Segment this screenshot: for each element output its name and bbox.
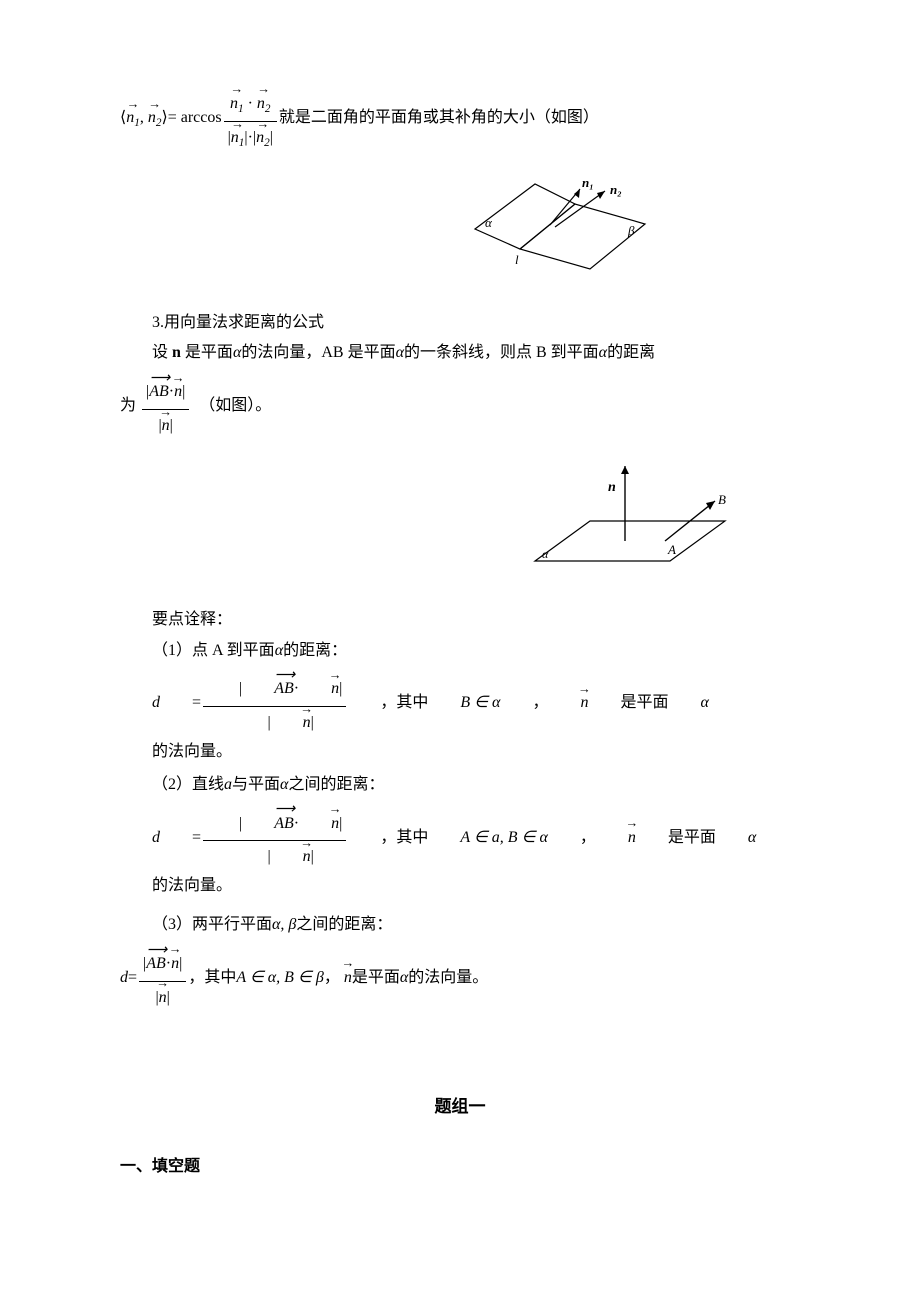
note2-label: （2）直线a与平面α之间的距离： [120,771,800,800]
bold-n: n [172,344,181,361]
n2-sub: 2 [156,117,162,129]
fig1-alpha: α [485,215,493,230]
top-formula-trail: 就是二面角的平面角或其补角的大小（如图） [279,104,599,133]
fig1-n1: n₁ [582,175,594,190]
note2-formula: d = |AB·n| |n| ，其中 A ∈ a, B ∈ α， n 是平面α的… [120,804,800,901]
group-title: 题组一 [120,1092,800,1123]
fig2-B: B [718,492,726,507]
num-n2: n [257,95,265,112]
eq-arccos: = arccos [168,104,222,133]
dihedral-figure: α β l n₁ n₂ [320,169,800,289]
arccos-fraction: n1 · n2 |n1|·|n2| [224,84,277,154]
comma: , [140,109,144,126]
fig2-alpha: α [542,547,549,561]
fig2-A: A [667,542,676,557]
dihedral-svg: α β l n₁ n₂ [460,169,660,289]
prefix-wei: 为 [120,392,136,421]
sec3-distance-formula: 为 |AB·n| |n| （如图）。 [120,372,800,441]
fig2-n: n [608,480,616,495]
fig1-n2: n₂ [610,182,622,197]
question-heading: 一、填空题 [120,1153,800,1182]
note1-formula: d = |AB·n| |n| ，其中 B ∈ α， n 是平面α的法向量。 [120,669,800,766]
num-dot: · [248,95,253,112]
fig1-l: l [515,252,519,267]
note2-fraction: |AB·n| |n| [203,804,346,873]
note3-label: （3）两平行平面α, β之间的距离： [120,911,800,940]
plane-normal-svg: n A B α [520,456,740,586]
suffix-rutu: （如图）。 [199,392,271,421]
notes-title: 要点诠释： [120,606,800,635]
sec3-line1: 设 n 是平面α的法向量，AB 是平面α的一条斜线，则点 B 到平面α的距离 [120,339,800,368]
plane-normal-figure: n A B α [120,456,740,586]
note3-fraction: |AB·n| |n| [139,944,186,1013]
fig1-beta: β [627,223,635,238]
distance-fraction: |AB·n| |n| [142,372,189,441]
note1-fraction: |AB·n| |n| [203,669,346,738]
n1-sub: 1 [134,117,140,129]
num-n1: n [230,95,238,112]
note1-label: （1）点 A 到平面α的距离： [120,637,800,666]
n2: n [148,109,156,126]
sec3-title: 3.用向量法求距离的公式 [120,309,800,338]
dihedral-angle-formula: ⟨n1, n2⟩ = arccos n1 · n2 |n1|·|n2| 就是二面… [120,84,800,154]
note3-formula: d = |AB·n| |n| ，其中 A ∈ α, B ∈ β， n 是平面α的… [120,944,800,1013]
